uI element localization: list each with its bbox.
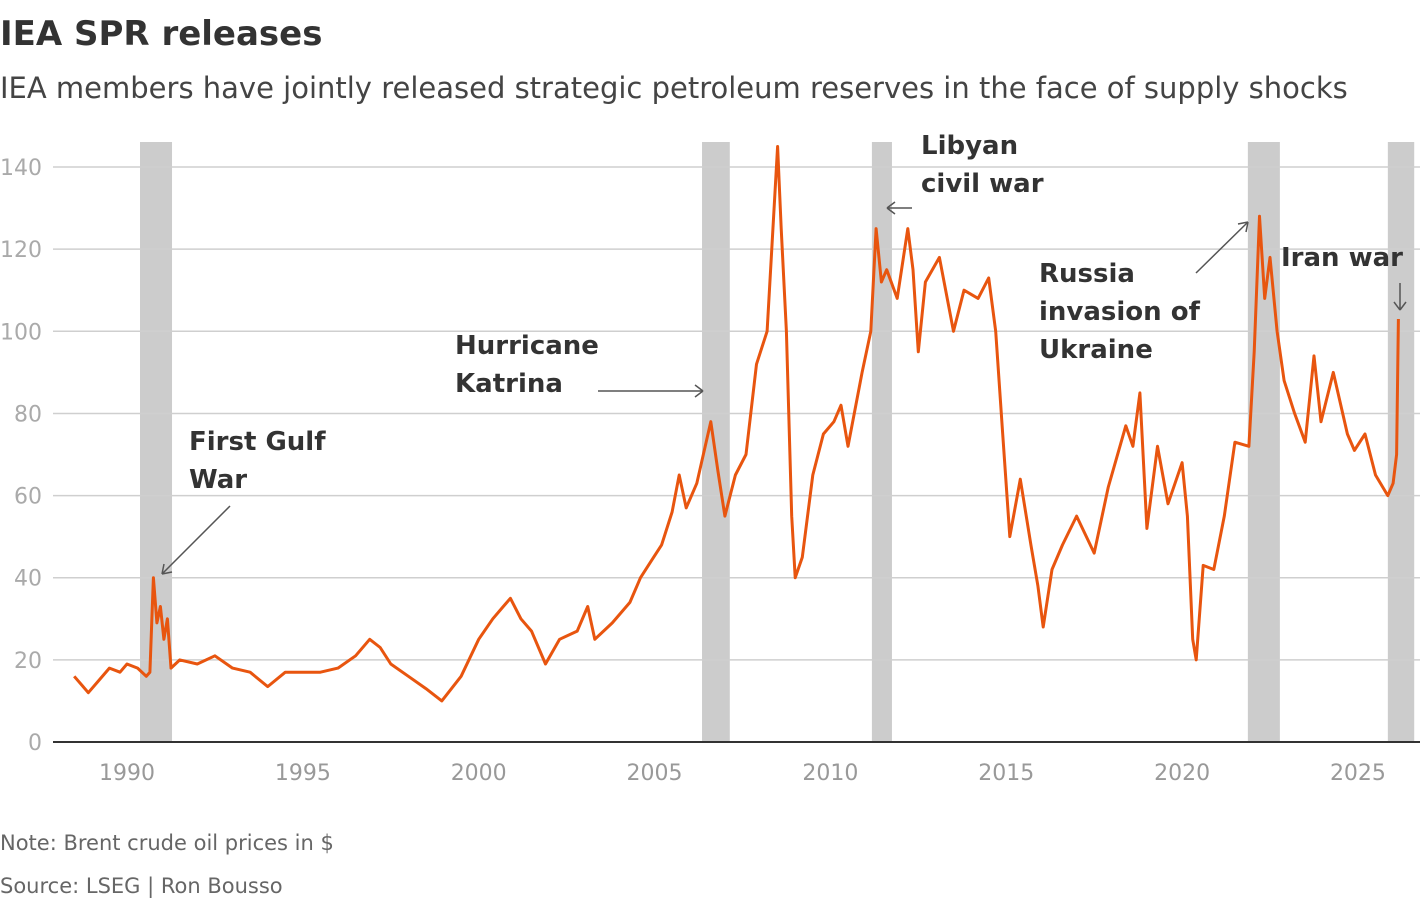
release-band-3 bbox=[1247, 142, 1280, 742]
annotation-text: Libyan bbox=[921, 131, 1018, 161]
release-band-2 bbox=[871, 142, 892, 742]
arrow-icon bbox=[1393, 283, 1407, 311]
annotation-text: Katrina bbox=[455, 369, 563, 399]
release-band-4 bbox=[1387, 142, 1415, 742]
arrow-icon bbox=[598, 384, 704, 398]
y-tick-label: 20 bbox=[14, 649, 42, 674]
annotation-text: War bbox=[189, 465, 247, 495]
release-bands bbox=[140, 142, 1415, 742]
annotation-text: Ukraine bbox=[1039, 335, 1153, 365]
x-tick-label: 2025 bbox=[1330, 761, 1386, 786]
x-tick-label: 2010 bbox=[802, 761, 858, 786]
x-tick-label: 2015 bbox=[978, 761, 1034, 786]
x-tick-label: 2020 bbox=[1154, 761, 1210, 786]
y-tick-label: 80 bbox=[14, 402, 42, 427]
annotation-katrina: Hurricane Katrina bbox=[455, 331, 704, 399]
gridlines bbox=[53, 166, 1420, 661]
annotation-russia: Russia invasion of Ukraine bbox=[1039, 221, 1249, 365]
brent-price-line bbox=[73, 145, 1400, 703]
annotation-text: First Gulf bbox=[189, 427, 326, 457]
y-axis-ticks: 0 20 40 60 80 100 120 140 bbox=[0, 156, 42, 756]
y-tick-label: 0 bbox=[28, 731, 42, 756]
x-tick-label: 1995 bbox=[275, 761, 331, 786]
chart-subtitle: IEA members have jointly released strate… bbox=[0, 71, 1348, 105]
arrow-icon bbox=[1195, 221, 1249, 274]
annotation-iran: Iran war bbox=[1281, 243, 1407, 311]
chart-source: Source: LSEG | Ron Bousso bbox=[0, 874, 283, 899]
annotation-text: Russia bbox=[1039, 259, 1135, 289]
y-tick-label: 40 bbox=[14, 567, 42, 592]
y-tick-label: 60 bbox=[14, 485, 42, 510]
annotation-text: invasion of bbox=[1039, 297, 1201, 327]
y-tick-label: 140 bbox=[0, 156, 42, 181]
y-tick-label: 100 bbox=[0, 320, 42, 345]
x-tick-label: 2005 bbox=[627, 761, 683, 786]
arrow-icon bbox=[886, 201, 912, 215]
release-band-0 bbox=[140, 142, 173, 742]
chart-title: IEA SPR releases bbox=[0, 14, 322, 54]
annotation-libya: Libyan civil war bbox=[886, 131, 1044, 215]
annotation-text: civil war bbox=[921, 169, 1044, 199]
annotation-gulf-war: First Gulf War bbox=[161, 427, 326, 575]
y-tick-label: 120 bbox=[0, 238, 42, 263]
x-tick-label: 1990 bbox=[99, 761, 155, 786]
annotation-text: Hurricane bbox=[455, 331, 599, 361]
chart-note: Note: Brent crude oil prices in $ bbox=[0, 831, 334, 855]
arrow-icon bbox=[161, 505, 231, 575]
annotation-text: Iran war bbox=[1281, 243, 1403, 273]
x-tick-label: 2000 bbox=[451, 761, 507, 786]
x-axis-ticks: 1990 1995 2000 2005 2010 2015 2020 2025 bbox=[99, 761, 1386, 786]
